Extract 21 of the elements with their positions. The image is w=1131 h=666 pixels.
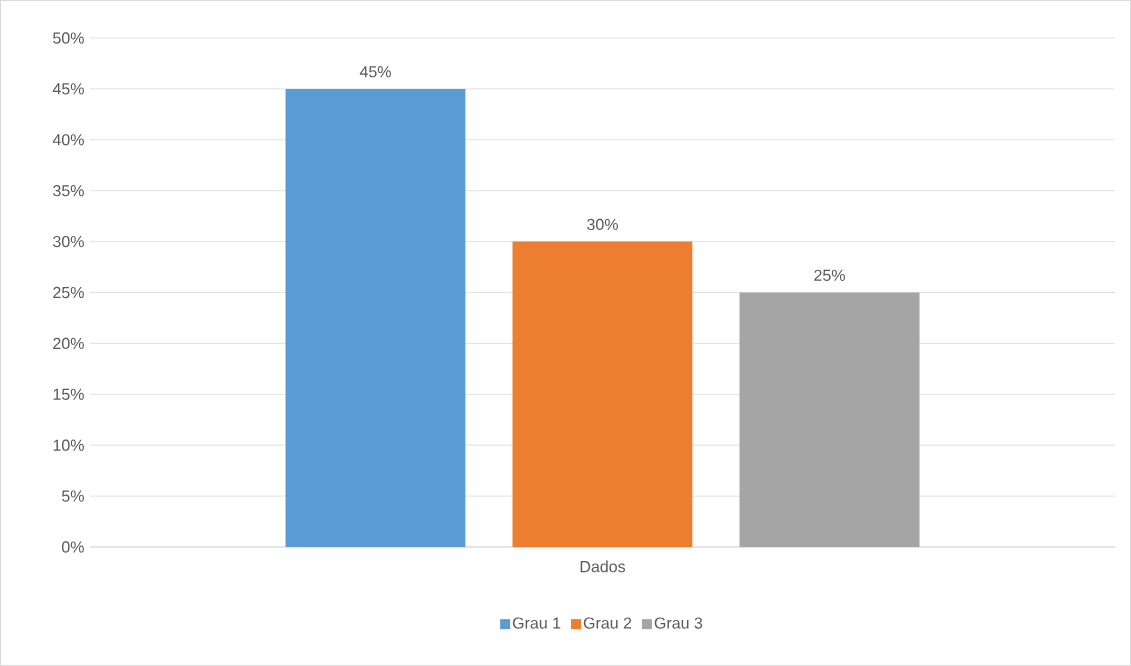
y-tick-label: 20%	[53, 337, 84, 350]
legend-label: Grau 1	[512, 617, 561, 629]
y-tick-label: 50%	[53, 32, 84, 44]
y-tick-label: 0%	[61, 541, 84, 553]
y-tick-label: 5%	[61, 490, 84, 502]
y-tick-label: 10%	[53, 439, 84, 451]
data-label: 30%	[587, 218, 618, 231]
y-tick-label: 25%	[53, 286, 84, 299]
data-label: 45%	[359, 66, 391, 78]
y-tick-label: 40%	[52, 134, 84, 146]
bar	[512, 241, 693, 547]
y-tick-label: 35%	[53, 185, 84, 197]
y-tick-label: 30%	[53, 235, 84, 248]
legend-label: Grau 3	[654, 617, 703, 629]
bar	[285, 88, 466, 547]
y-tick-label: 15%	[53, 388, 84, 400]
y-tick-label: 45%	[52, 83, 84, 95]
x-tick-label: Dados	[580, 560, 626, 573]
data-label: 25%	[814, 269, 845, 281]
bar	[739, 292, 920, 547]
legend-label: Grau 2	[583, 617, 632, 629]
